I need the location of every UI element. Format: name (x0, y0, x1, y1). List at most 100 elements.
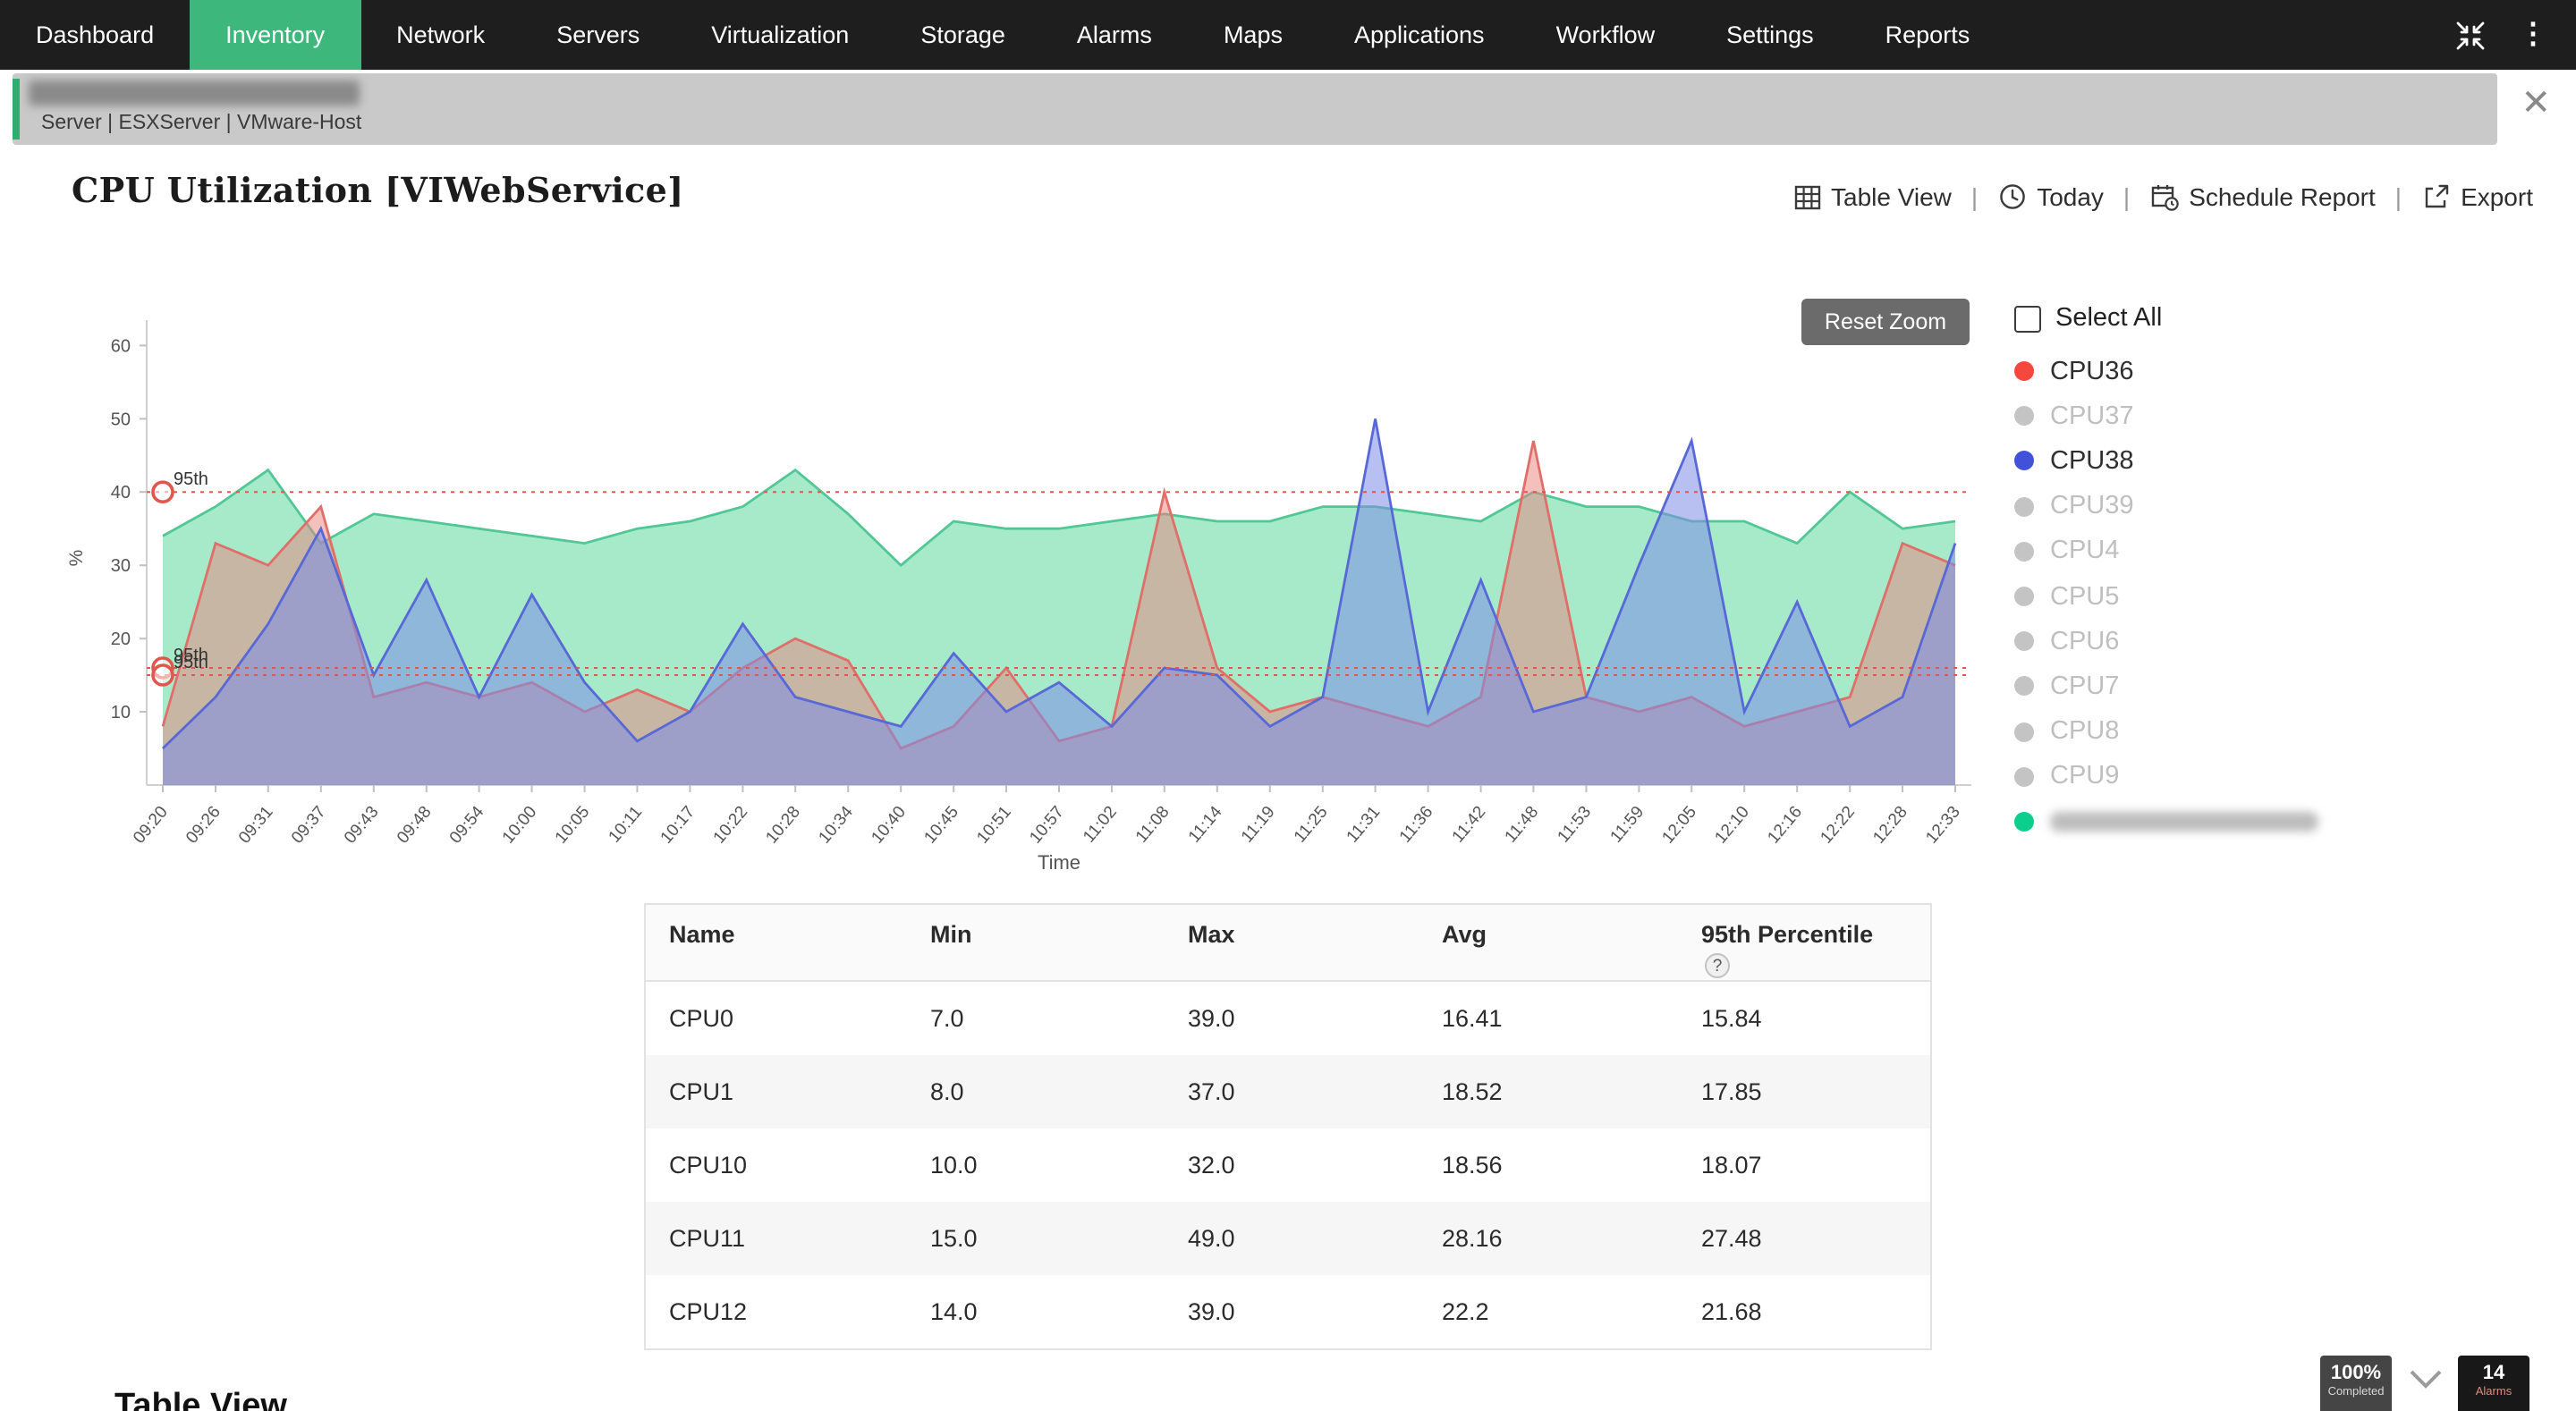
legend-item-cpu4[interactable]: CPU4 (2014, 529, 2318, 574)
nav-item-inventory[interactable]: Inventory (190, 0, 361, 70)
nav-item-network[interactable]: Network (396, 21, 486, 48)
progress-badge[interactable]: 100% Completed (2320, 1356, 2392, 1411)
legend-item-redacted[interactable] (2014, 799, 2318, 844)
svg-text:10:34: 10:34 (815, 802, 857, 847)
export-button[interactable]: Export (2421, 182, 2533, 211)
nav-right-controls: ⋮ (2454, 0, 2576, 70)
table-view-button[interactable]: Table View (1793, 182, 1952, 211)
redacted-host-name (29, 80, 360, 106)
cell-value: 16.41 (1442, 1005, 1503, 1032)
cell-name: CPU0 (669, 1005, 734, 1032)
alarms-badge[interactable]: 14 Alarms (2458, 1356, 2529, 1411)
select-all-checkbox[interactable]: Select All (2014, 304, 2318, 333)
legend-item-cpu38[interactable]: CPU38 (2014, 439, 2318, 484)
status-accent-bar (13, 79, 20, 139)
clock-icon (1999, 184, 2024, 209)
legend-item-cpu39[interactable]: CPU39 (2014, 484, 2318, 528)
svg-text:09:20: 09:20 (130, 803, 172, 848)
svg-text:11:36: 11:36 (1396, 803, 1437, 847)
svg-text:11:48: 11:48 (1501, 803, 1542, 847)
svg-text:10:17: 10:17 (657, 803, 699, 848)
nav-item-servers[interactable]: Servers (556, 21, 640, 48)
column-header-p95: 95th Percentile ? (1701, 905, 1934, 980)
nav-item-alarms[interactable]: Alarms (1076, 21, 1152, 48)
nav-item-maps[interactable]: Maps (1223, 21, 1283, 48)
svg-text:09:31: 09:31 (235, 803, 277, 848)
table-row-cpu11: CPU11 15.0 49.0 28.16 27.48 (646, 1202, 1930, 1275)
calendar-icon (2150, 185, 2178, 211)
cpu-utilization-chart[interactable]: 10 20 30 40 50 60 95th 95th 95th 09:20 09:26 09:31 0… (47, 295, 2050, 894)
svg-text:11:59: 11:59 (1606, 803, 1648, 847)
cell-name: CPU11 (669, 1225, 746, 1252)
schedule-report-button[interactable]: Schedule Report (2149, 182, 2376, 211)
select-all-label: Select All (2055, 304, 2163, 333)
cell-value: 37.0 (1188, 1078, 1235, 1105)
cell-value: 14.0 (930, 1298, 978, 1325)
svg-text:11:02: 11:02 (1080, 803, 1121, 847)
legend-item-cpu7[interactable]: CPU7 (2014, 664, 2318, 709)
table-row-cpu1: CPU1 8.0 37.0 18.52 17.85 (646, 1055, 1930, 1128)
nav-menu: Dashboard Inventory Network Servers Virtuali… (0, 0, 2005, 70)
svg-text:10:11: 10:11 (605, 803, 646, 847)
svg-text:10:05: 10:05 (552, 803, 594, 848)
svg-text:10:28: 10:28 (762, 803, 804, 848)
cell-value: 15.0 (930, 1225, 978, 1252)
svg-text:12:22: 12:22 (1817, 803, 1859, 848)
cell-value: 21.68 (1701, 1298, 1762, 1325)
legend-label: CPU7 (2050, 672, 2120, 701)
nav-item-workflow[interactable]: Workflow (1555, 21, 1656, 48)
legend-item-cpu8[interactable]: CPU8 (2014, 709, 2318, 754)
cell-value: 32.0 (1188, 1152, 1235, 1179)
close-icon[interactable]: ✕ (2521, 84, 2551, 123)
alarms-value: 14 (2482, 1363, 2505, 1384)
cell-value: 8.0 (930, 1078, 964, 1105)
table-icon (1793, 184, 1820, 209)
legend-label: CPU37 (2050, 401, 2134, 431)
reset-zoom-button[interactable]: Reset Zoom (1801, 299, 1970, 345)
breadcrumb-path: Server | ESXServer | VMware-Host (41, 113, 362, 134)
legend-item-cpu37[interactable]: CPU37 (2014, 393, 2318, 438)
svg-text:40: 40 (111, 483, 131, 503)
legend-color-dot (2014, 587, 2034, 607)
nav-item-settings[interactable]: Settings (1726, 21, 1814, 48)
export-label: Export (2461, 182, 2533, 211)
svg-text:95th: 95th (174, 646, 208, 665)
legend-item-cpu9[interactable]: CPU9 (2014, 754, 2318, 798)
collapse-icon[interactable] (2454, 19, 2487, 51)
legend-color-dot (2014, 496, 2034, 517)
svg-text:10: 10 (111, 703, 131, 722)
legend-label: CPU6 (2050, 627, 2120, 656)
svg-text:09:54: 09:54 (446, 802, 488, 847)
legend-label: CPU8 (2050, 717, 2120, 747)
svg-text:09:48: 09:48 (394, 803, 436, 848)
cell-value: 15.84 (1701, 1005, 1762, 1032)
nav-item-applications[interactable]: Applications (1353, 21, 1485, 48)
column-header-min: Min (930, 921, 972, 948)
chevron-down-icon[interactable] (2404, 1366, 2447, 1400)
nav-item-dashboard[interactable]: Dashboard (36, 21, 155, 48)
legend-color-dot (2014, 766, 2034, 787)
nav-item-reports[interactable]: Reports (1885, 21, 1970, 48)
export-icon (2424, 184, 2448, 208)
table-row-cpu10: CPU10 10.0 32.0 18.56 18.07 (646, 1128, 1930, 1202)
cell-value: 39.0 (1188, 1298, 1235, 1325)
svg-text:%: % (66, 550, 87, 567)
legend-item-cpu36[interactable]: CPU36 (2014, 349, 2318, 393)
svg-text:09:26: 09:26 (182, 803, 225, 848)
table-row-cpu0: CPU0 7.0 39.0 16.41 15.84 (646, 982, 1930, 1055)
checkbox-icon (2014, 305, 2041, 332)
column-header-name: Name (669, 921, 735, 948)
svg-text:10:22: 10:22 (710, 803, 752, 848)
legend-label: CPU39 (2050, 492, 2134, 521)
legend-color-dot (2014, 722, 2034, 742)
kebab-menu-icon[interactable]: ⋮ (2519, 19, 2547, 49)
today-selector[interactable]: Today (1997, 182, 2104, 211)
page-title: CPU Utilization [VIWebService] (72, 172, 684, 211)
help-icon[interactable]: ? (1705, 953, 1730, 978)
nav-item-virtualization[interactable]: Virtualization (711, 21, 850, 48)
column-header-avg: Avg (1442, 921, 1487, 948)
nav-item-storage[interactable]: Storage (920, 21, 1005, 48)
legend-item-cpu6[interactable]: CPU6 (2014, 619, 2318, 663)
toolbar-separator: | (2123, 182, 2131, 211)
legend-item-cpu5[interactable]: CPU5 (2014, 574, 2318, 619)
